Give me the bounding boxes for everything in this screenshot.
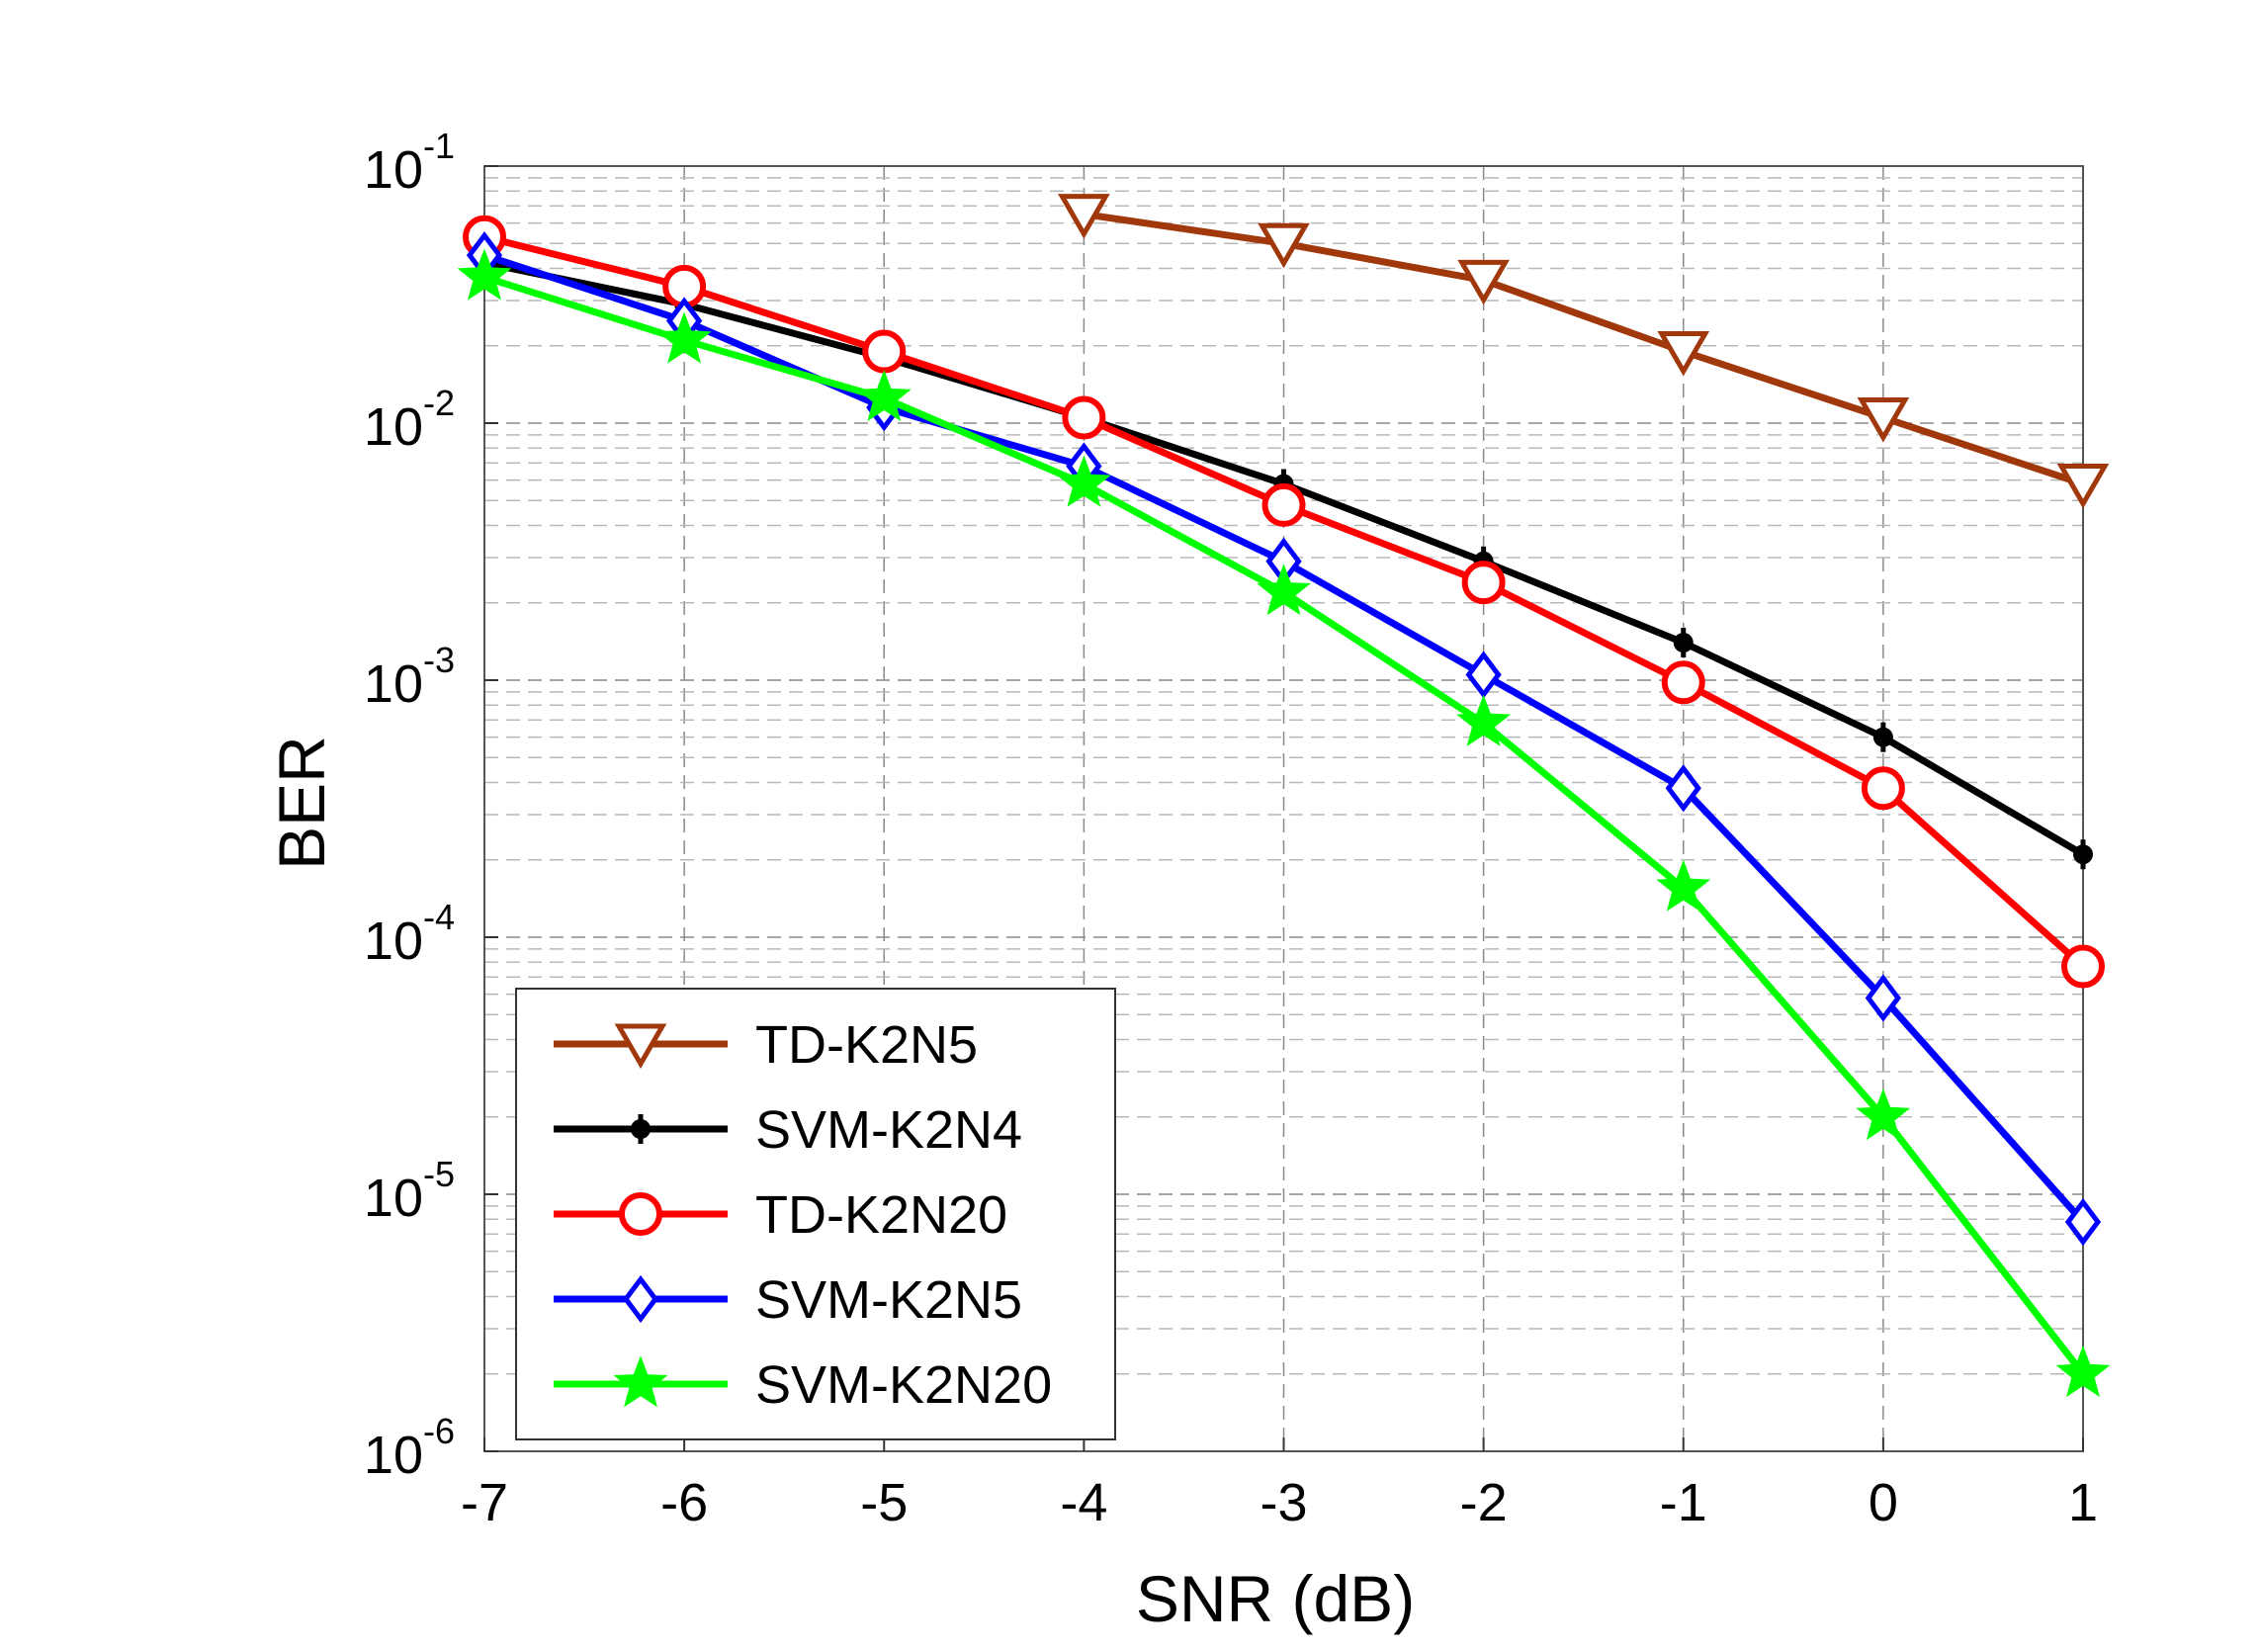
series-td-k2n5: [1058, 194, 2110, 509]
data-point: [1673, 628, 1694, 658]
legend-label: TD-K2N5: [755, 1015, 978, 1075]
data-point: [1665, 764, 1701, 813]
legend-item: SVM-K2N20: [554, 1355, 1052, 1415]
legend-item: SVM-K2N5: [554, 1270, 1022, 1330]
x-axis-ticks: -7 -6 -5 -4 -3 -2 -1 0 1: [461, 1437, 2098, 1532]
data-point: [457, 248, 512, 301]
x-tick-label: -4: [1060, 1473, 1107, 1532]
data-point: [1056, 455, 1111, 507]
x-axis-label: SNR (dB): [1136, 1562, 1415, 1635]
x-tick-label: -7: [461, 1473, 508, 1532]
y-tick-exponent: -2: [423, 383, 455, 423]
y-axis-ticks: 10-110-210-310-410-510-6: [364, 126, 498, 1485]
data-point: [1465, 651, 1502, 699]
y-tick-label: 10 -4: [364, 897, 455, 971]
y-tick-base: 10: [364, 140, 423, 200]
legend-label: TD-K2N20: [755, 1185, 1007, 1245]
data-point: [1461, 561, 1506, 605]
data-point: [856, 369, 912, 422]
series-layer: [457, 194, 2111, 1398]
legend-label: SVM-K2N5: [755, 1270, 1022, 1330]
y-tick-label: 10 -5: [364, 1154, 455, 1228]
data-point: [1856, 1087, 1911, 1141]
data-point: [1258, 222, 1310, 269]
legend-marker: [614, 1023, 667, 1069]
data-point: [1661, 660, 1705, 705]
series-line: [1083, 211, 2085, 487]
y-tick-exponent: -1: [423, 126, 455, 166]
data-point: [656, 311, 712, 364]
data-point: [1058, 194, 1110, 239]
data-point: [862, 329, 907, 374]
x-tick-label: -1: [1660, 1473, 1707, 1532]
data-point: [1261, 482, 1306, 527]
data-point: [1857, 396, 1910, 443]
data-point: [2061, 944, 2105, 989]
data-point: [1861, 766, 1905, 811]
y-tick-base: 10: [364, 1169, 423, 1228]
y-tick-base: 10: [364, 1426, 423, 1485]
series-svm-k2n20: [457, 248, 2111, 1398]
legend-marker: [613, 1355, 668, 1408]
legend-marker: [631, 1114, 651, 1144]
legend-marker: [619, 1192, 662, 1236]
legend-item: TD-K2N5: [554, 1015, 978, 1075]
data-point: [1457, 259, 1510, 305]
data-point: [2056, 464, 2110, 509]
y-tick-exponent: -3: [423, 640, 455, 680]
y-axis-label: BER: [265, 736, 338, 870]
x-tick-label: -3: [1260, 1473, 1307, 1532]
y-tick-label: 10 -6: [364, 1411, 455, 1485]
data-point: [1657, 331, 1710, 377]
x-tick-label: 0: [1869, 1473, 1898, 1532]
x-tick-label: -5: [860, 1473, 908, 1532]
data-point: [1865, 974, 1902, 1022]
data-point: [2064, 1197, 2102, 1247]
y-tick-base: 10: [364, 397, 423, 457]
data-point: [1456, 694, 1512, 746]
x-tick-label: -2: [1460, 1473, 1508, 1532]
data-point: [2073, 839, 2093, 870]
data-point: [1656, 859, 1711, 912]
legend-marker: [622, 1274, 659, 1324]
y-tick-exponent: -6: [423, 1411, 455, 1451]
data-point: [1872, 722, 1893, 752]
legend-item: TD-K2N20: [554, 1185, 1007, 1245]
legend: TD-K2N5 SVM-K2N4 TD-K2N20 SVM-K2N5 SVM-K2N20: [515, 988, 1116, 1440]
data-point: [1257, 564, 1311, 616]
y-tick-label: 10 -2: [364, 383, 455, 457]
data-point: [2055, 1345, 2111, 1398]
y-tick-base: 10: [364, 912, 423, 971]
data-point: [1062, 395, 1106, 440]
series-td-k2n20: [463, 215, 2105, 989]
y-tick-label: 10 -3: [364, 640, 455, 714]
legend-label: SVM-K2N4: [755, 1100, 1022, 1160]
legend-item: SVM-K2N4: [554, 1100, 1022, 1160]
y-tick-exponent: -4: [423, 897, 455, 937]
legend-label: SVM-K2N20: [755, 1355, 1052, 1415]
y-tick-exponent: -5: [423, 1154, 455, 1194]
x-tick-label: -6: [660, 1473, 708, 1532]
x-tick-label: 1: [2068, 1473, 2098, 1532]
y-tick-base: 10: [364, 654, 423, 714]
y-tick-label: 10 -1: [364, 126, 455, 200]
